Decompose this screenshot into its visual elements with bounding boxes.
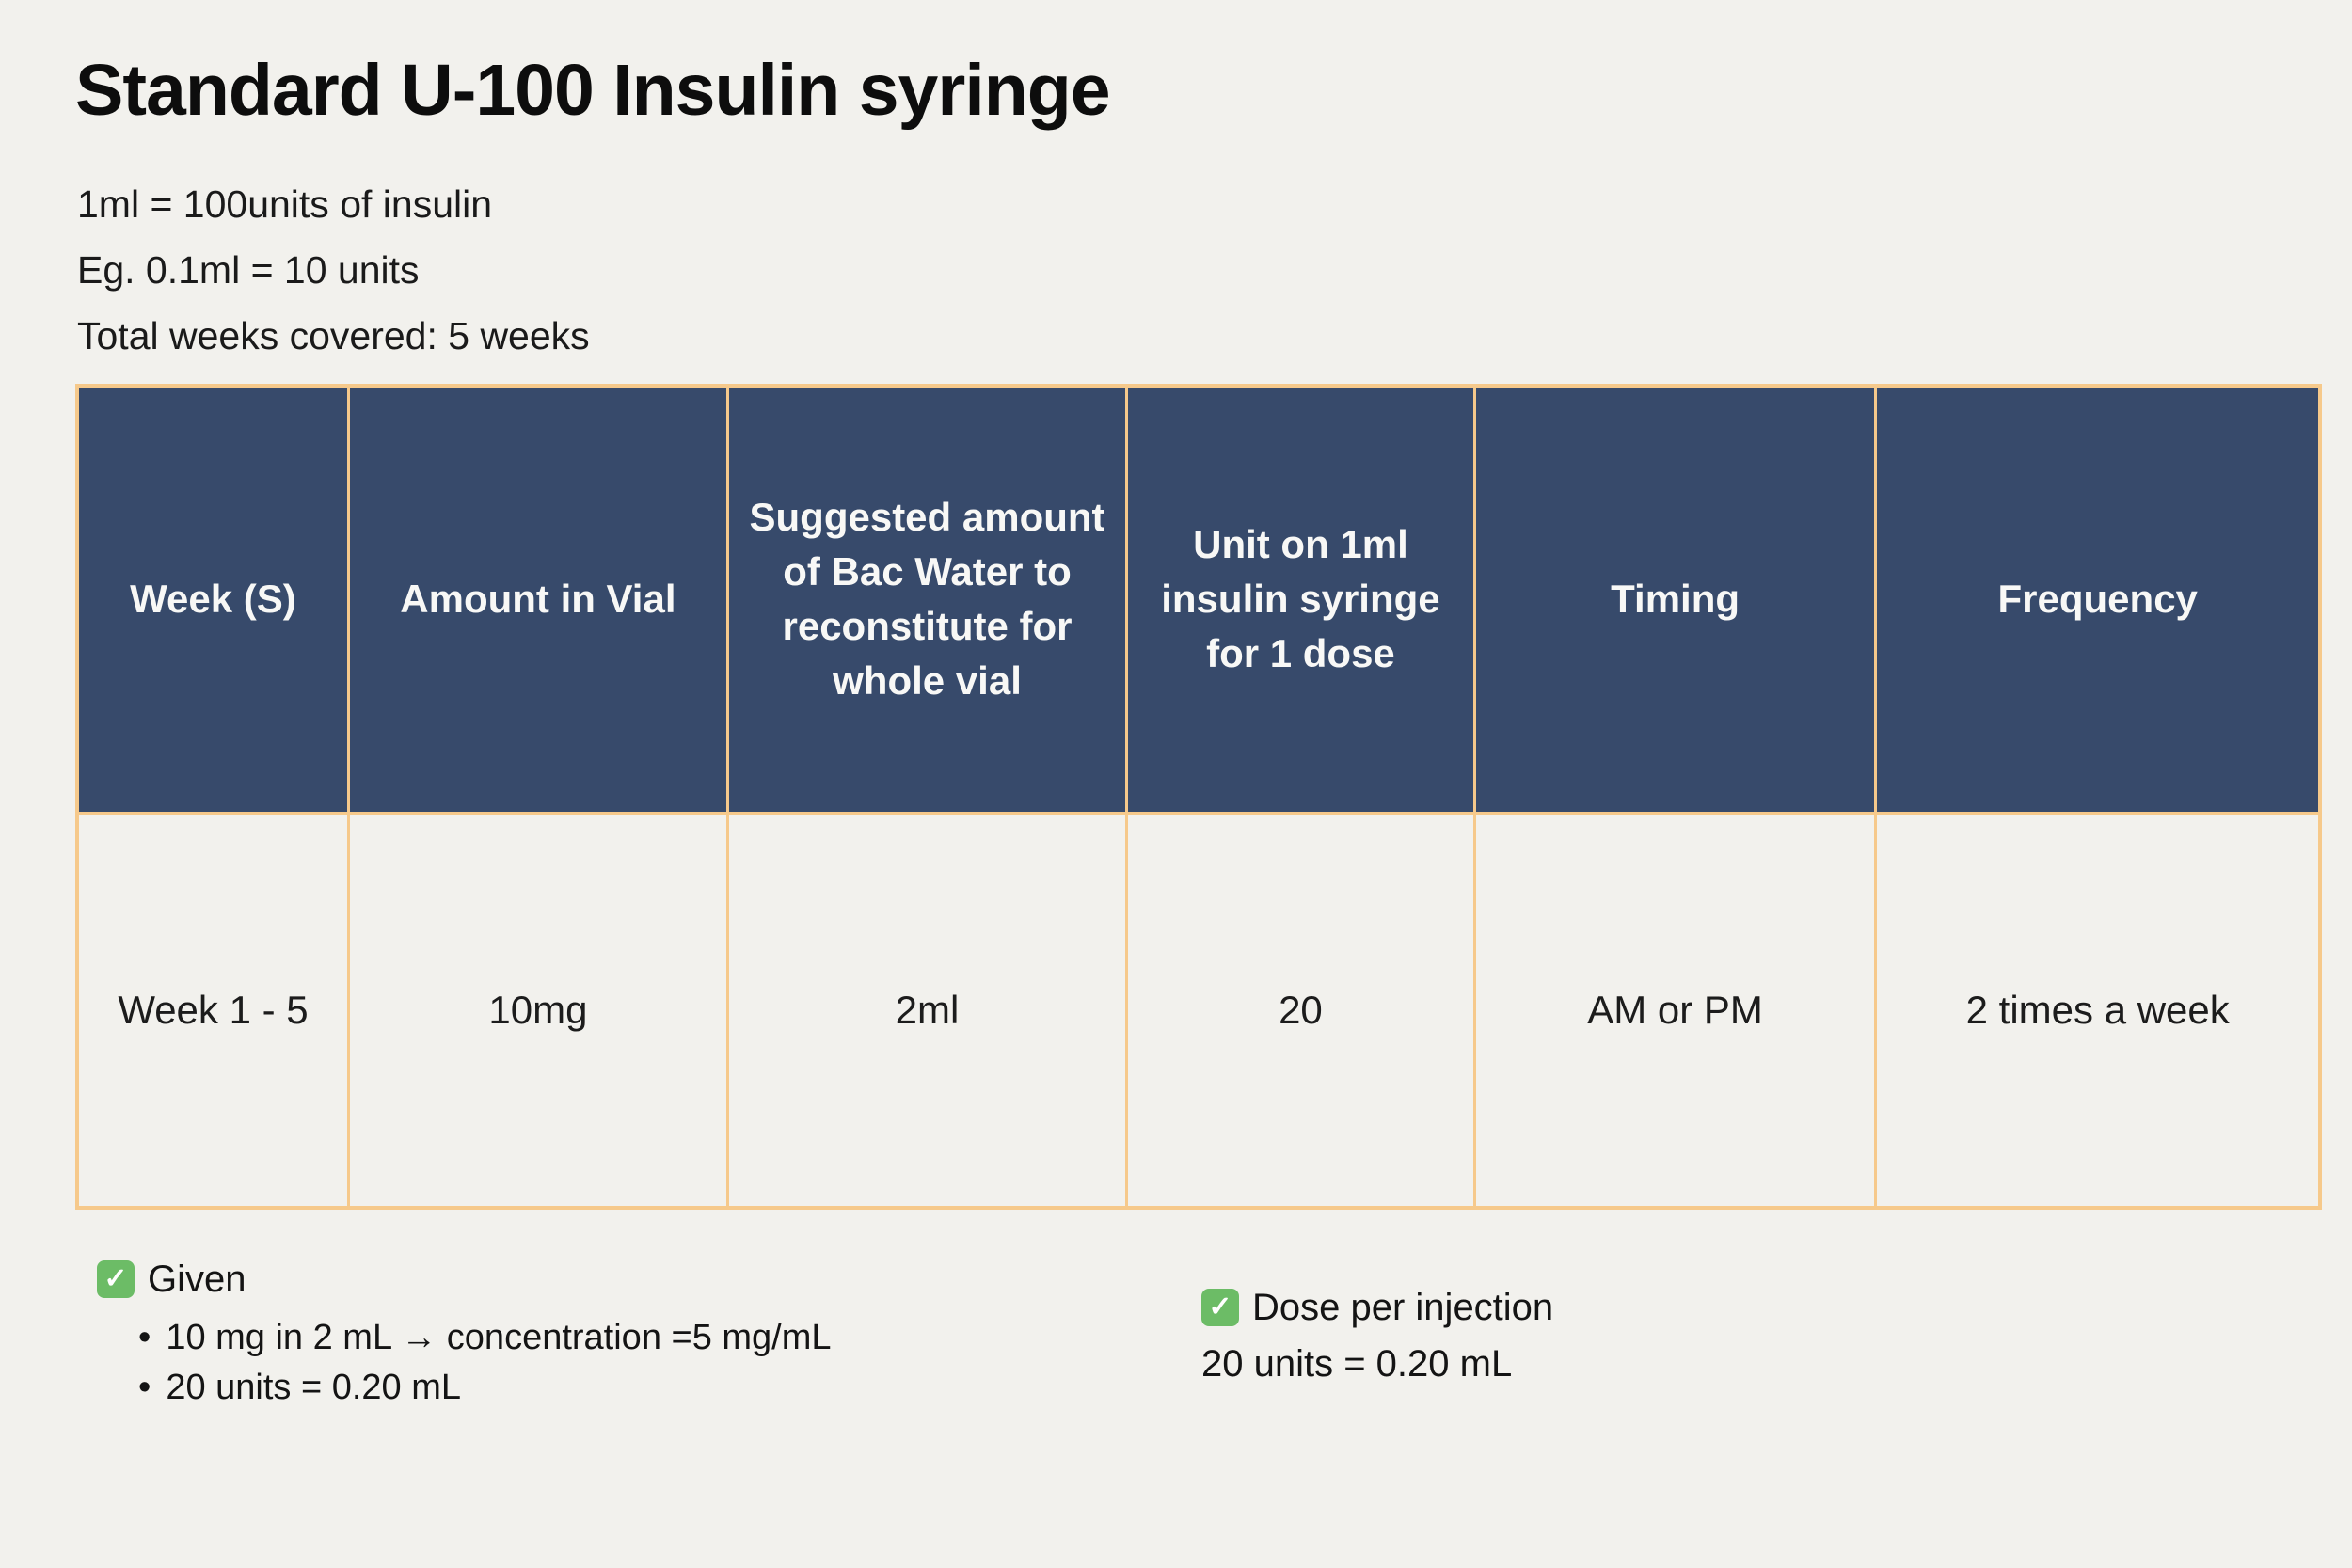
list-item: • 10 mg in 2 mL → concentration =5 mg/mL [138, 1313, 832, 1363]
note-given: ✓ Given • 10 mg in 2 mL → concentration … [97, 1259, 832, 1413]
note-given-bullet-concentration: 10 mg in 2 mL → concentration =5 mg/mL [166, 1318, 832, 1357]
column-header-units-per-dose: Unit on 1ml insulin syringe for 1 dose [1125, 384, 1476, 815]
cell-weeks: Week 1 - 5 [75, 811, 350, 1210]
table-header-row: Week (S) Amount in Vial Suggested amount… [75, 384, 2322, 815]
cell-amount-in-vial: 10mg [346, 811, 729, 1210]
bullet-icon: • [138, 1368, 151, 1407]
cell-bac-water: 2ml [725, 811, 1129, 1210]
check-icon: ✓ [1201, 1289, 1239, 1326]
table-row: Week 1 - 5 10mg 2ml 20 AM or PM 2 times … [75, 811, 2322, 1210]
column-header-frequency: Frequency [1874, 384, 2322, 815]
note-given-label: Given [148, 1259, 246, 1300]
column-header-weeks: Week (S) [75, 384, 350, 815]
column-header-timing: Timing [1472, 384, 1878, 815]
cell-frequency: 2 times a week [1874, 811, 2322, 1210]
check-icon: ✓ [97, 1260, 135, 1298]
note-dose-label: Dose per injection [1252, 1287, 1554, 1328]
note-given-title: ✓ Given [97, 1259, 832, 1300]
list-item: • 20 units = 0.20 mL [138, 1363, 832, 1413]
subtitle-line-conversion: 1ml = 100units of insulin [77, 182, 493, 226]
bullet-icon: • [138, 1318, 151, 1357]
subtitle-line-example: Eg. 0.1ml = 10 units [77, 248, 420, 292]
subtitle-block: 1ml = 100units of insulin Eg. 0.1ml = 10… [77, 182, 590, 380]
subtitle-line-total-weeks: Total weeks covered: 5 weeks [77, 314, 590, 357]
column-header-bac-water: Suggested amount of Bac Water to reconst… [725, 384, 1129, 815]
dosing-table: Week (S) Amount in Vial Suggested amount… [75, 384, 2322, 1210]
column-header-amount-in-vial: Amount in Vial [346, 384, 729, 815]
note-dose-per-injection: ✓ Dose per injection 20 units = 0.20 mL [1201, 1287, 1553, 1386]
note-given-bullet-units: 20 units = 0.20 mL [166, 1368, 462, 1407]
note-given-bullets: • 10 mg in 2 mL → concentration =5 mg/mL… [97, 1313, 832, 1413]
note-dose-title: ✓ Dose per injection [1201, 1287, 1553, 1328]
note-dose-detail: 20 units = 0.20 mL [1201, 1343, 1513, 1385]
cell-timing: AM or PM [1472, 811, 1878, 1210]
cell-units-per-dose: 20 [1125, 811, 1476, 1210]
page-title: Standard U-100 Insulin syringe [75, 50, 1111, 131]
